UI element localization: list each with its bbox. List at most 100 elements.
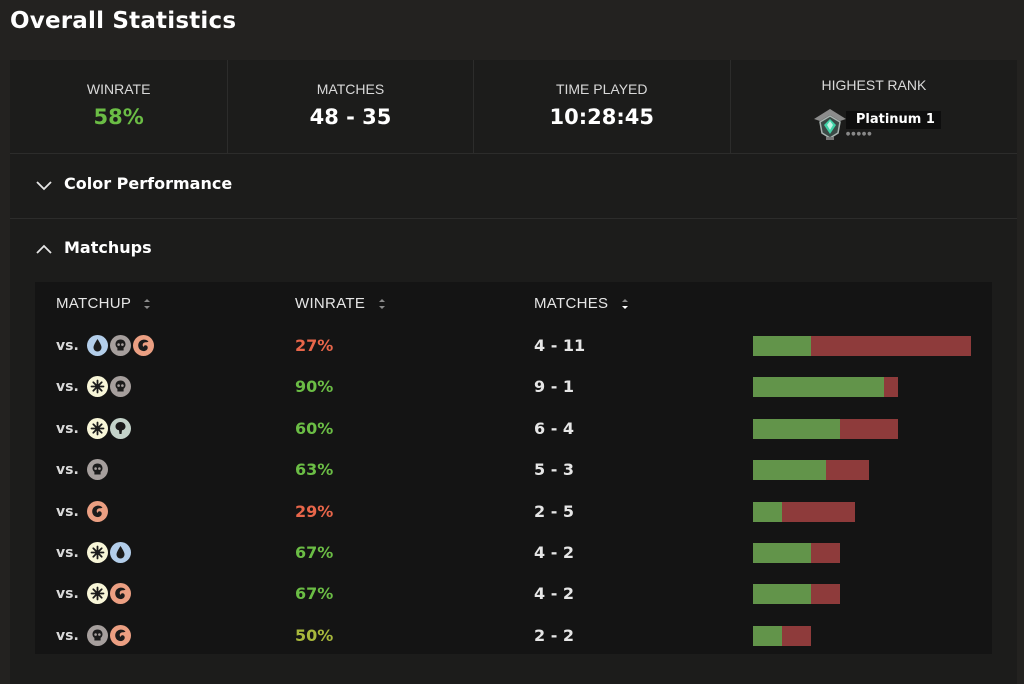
matches-value: 4 - 2 [534, 584, 575, 604]
summary-stats: WINRATE 58% MATCHES 48 - 35 TIME PLAYED … [10, 60, 1017, 154]
black-mana-icon [110, 376, 131, 398]
win-segment [753, 625, 783, 646]
table-row: vs. 29% 2 - 5 [35, 492, 992, 533]
table-row: vs. 63% 5 - 3 [35, 450, 992, 491]
table-row: vs. 27% 4 - 11 [35, 326, 992, 367]
matchup-colors [87, 500, 108, 522]
stat-value: 10:28:45 [549, 105, 654, 129]
vs-label: vs. [56, 503, 79, 520]
win-loss-bar [753, 543, 841, 563]
win-loss-bar [753, 377, 899, 398]
matchup-colors [87, 459, 108, 481]
section-title: Matchups [64, 238, 152, 257]
win-segment [753, 377, 884, 398]
win-segment [753, 460, 826, 481]
stat-value: 58% [93, 105, 144, 129]
loss-segment [782, 501, 855, 522]
column-header-label: WINRATE [295, 295, 366, 312]
sort-desc-icon [621, 299, 628, 310]
winrate-value: 29% [295, 501, 334, 521]
loss-segment [782, 625, 812, 646]
win-loss-bar [753, 460, 870, 481]
matches-value: 4 - 11 [534, 336, 586, 355]
matches-value: 5 - 3 [534, 460, 575, 480]
loss-segment [840, 418, 899, 439]
win-loss-bar [753, 336, 971, 356]
vs-label: vs. [56, 627, 79, 644]
red-mana-icon [110, 583, 131, 605]
table-row: vs. 67% 4 - 2 [35, 533, 992, 574]
winrate-value: 60% [295, 418, 334, 438]
red-mana-icon [87, 500, 108, 522]
page-title: Overall Statistics [10, 8, 237, 34]
vs-label: vs. [56, 545, 79, 561]
winrate-value: 90% [295, 377, 334, 397]
matchup-colors [87, 417, 131, 439]
winrate-value: 67% [295, 543, 334, 562]
section-color-performance[interactable]: Color Performance [10, 154, 1017, 219]
matchup-colors [87, 376, 131, 398]
loss-segment [883, 377, 899, 398]
green-mana-icon [110, 417, 131, 439]
vs-label: vs. [56, 338, 79, 354]
win-loss-bar [753, 584, 841, 605]
stat-highest-rank: HIGHEST RANK Platinum 1 ●●●●● [731, 60, 1017, 153]
sort-icon [144, 299, 151, 310]
win-segment [753, 584, 812, 605]
blue-mana-icon [87, 335, 108, 356]
white-mana-icon [87, 417, 108, 439]
section-title: Color Performance [64, 174, 233, 193]
matchup-colors [87, 335, 154, 356]
chevron-down-icon [36, 181, 52, 191]
matches-value: 6 - 4 [534, 418, 575, 438]
vs-label: vs. [56, 379, 79, 396]
matches-value: 4 - 2 [534, 543, 575, 562]
column-header-matches[interactable]: MATCHES [534, 295, 629, 312]
stat-winrate: WINRATE 58% [10, 60, 229, 153]
white-mana-icon [87, 376, 108, 398]
vs-label: vs. [56, 462, 79, 479]
column-header-label: MATCHES [534, 295, 609, 312]
loss-segment [811, 584, 841, 605]
win-segment [753, 501, 783, 522]
stat-label: HIGHEST RANK [821, 77, 927, 93]
vs-label: vs. [56, 420, 79, 437]
winrate-value: 50% [295, 625, 334, 645]
loss-segment [825, 460, 870, 481]
winrate-value: 67% [295, 584, 334, 604]
column-header-matchup[interactable]: MATCHUP [56, 295, 151, 312]
win-segment [753, 336, 812, 356]
matches-value: 9 - 1 [534, 377, 575, 397]
column-header-winrate[interactable]: WINRATE [295, 295, 386, 312]
matchup-colors [87, 583, 131, 605]
black-mana-icon [110, 335, 131, 356]
win-loss-bar [753, 625, 812, 646]
matchup-colors [87, 624, 131, 646]
stat-label: MATCHES [316, 81, 385, 97]
chevron-up-icon [36, 244, 52, 254]
matchup-colors [87, 542, 131, 563]
rank-progress-dots: ●●●●● [845, 131, 873, 137]
black-mana-icon [87, 624, 108, 646]
white-mana-icon [87, 583, 108, 605]
loss-segment [811, 543, 841, 563]
matches-value: 2 - 5 [534, 501, 575, 521]
loss-segment [811, 336, 971, 356]
win-segment [753, 543, 812, 563]
table-row: vs. 67% 4 - 2 [35, 574, 992, 615]
matchups-table: MATCHUP WINRATE MATCHES vs. 27% 4 - 11 vs. 9… [35, 282, 992, 654]
table-row: vs. 50% 2 - 2 [35, 616, 992, 657]
stat-label: TIME PLAYED [555, 81, 648, 97]
section-matchups[interactable]: Matchups [10, 218, 1017, 282]
black-mana-icon [87, 459, 108, 481]
white-mana-icon [87, 542, 108, 563]
rank-name: Platinum 1 [845, 111, 941, 129]
stat-label: WINRATE [86, 81, 151, 97]
table-row: vs. 60% 6 - 4 [35, 409, 992, 450]
matches-value: 2 - 2 [534, 625, 575, 645]
winrate-value: 27% [295, 336, 334, 355]
win-loss-bar [753, 501, 855, 522]
red-mana-icon [133, 335, 154, 356]
winrate-value: 63% [295, 460, 334, 480]
vs-label: vs. [56, 586, 79, 603]
